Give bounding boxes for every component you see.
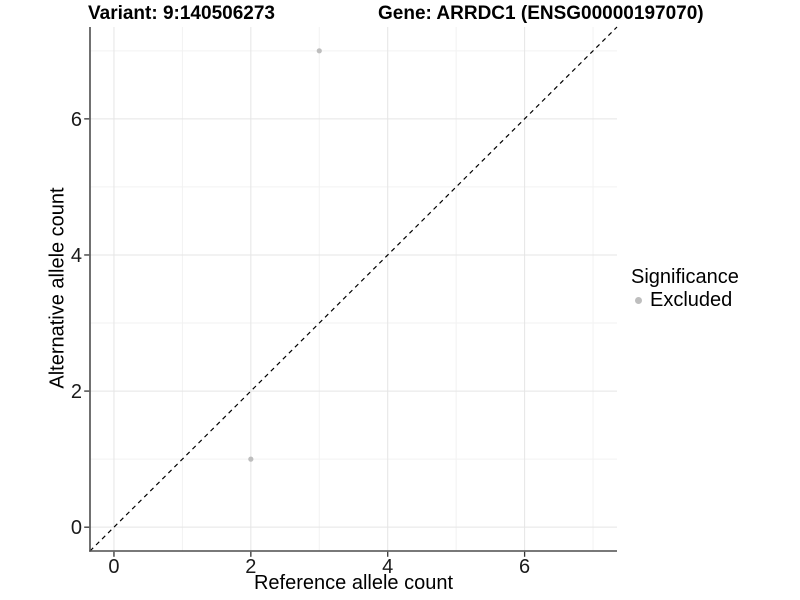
x-tick-label: 6 — [519, 556, 530, 578]
legend-item-label: Excluded — [650, 289, 733, 311]
identity-reference-line — [89, 26, 618, 552]
data-point — [248, 456, 254, 462]
excluded-marker-icon — [635, 297, 642, 304]
y-tick-label: 2 — [71, 381, 82, 403]
legend-title: Significance — [631, 266, 739, 288]
x-tick-label: 4 — [382, 556, 393, 578]
y-tick-label: 0 — [71, 517, 82, 539]
y-tick-label: 6 — [71, 109, 82, 131]
y-axis-title: Alternative allele count — [46, 187, 69, 389]
gene-title: Gene: ARRDC1 (ENSG00000197070) — [378, 3, 704, 24]
x-tick-label: 2 — [245, 556, 256, 578]
x-axis-title: Reference allele count — [253, 572, 453, 594]
data-point — [316, 48, 322, 54]
x-tick-label: 0 — [108, 556, 119, 578]
legend-item-excluded: Excluded — [631, 289, 739, 312]
variant-title: Variant: 9:140506273 — [88, 3, 275, 24]
legend: Significance Excluded — [631, 266, 739, 312]
y-tick-label: 4 — [71, 245, 82, 267]
